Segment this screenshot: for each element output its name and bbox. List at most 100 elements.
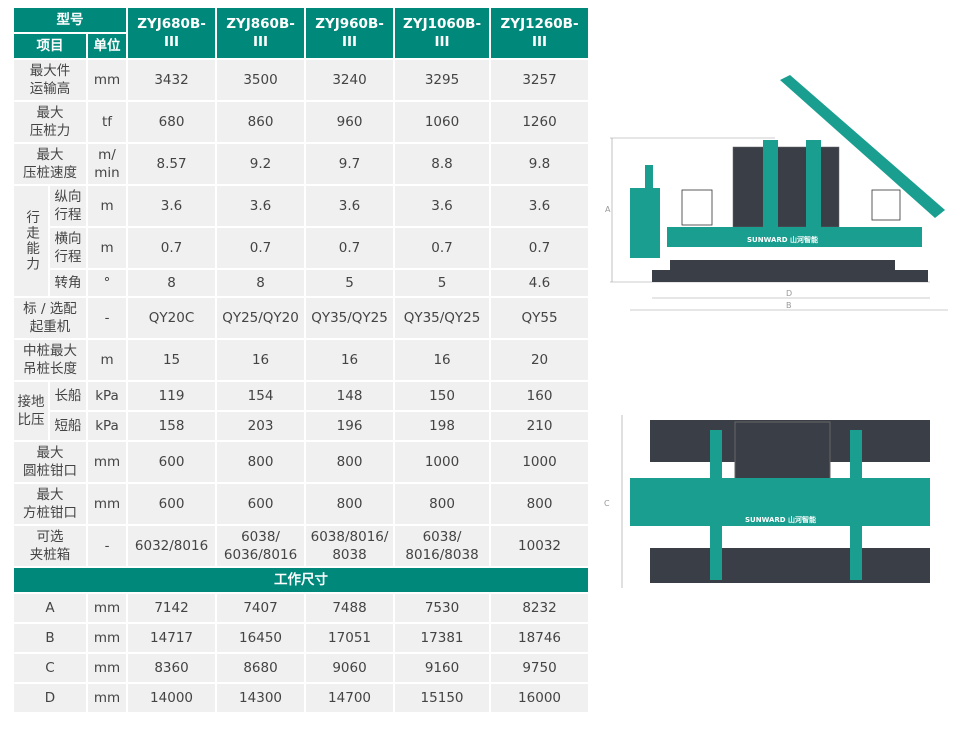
value-cell: 9160 <box>393 652 492 684</box>
value-cell: 600 <box>126 440 218 484</box>
value-cell: 8680 <box>215 652 307 684</box>
value-cell: QY25/QY20 <box>215 296 307 340</box>
row-label: 最大件 运输高 <box>12 58 88 102</box>
value-cell: 8.8 <box>393 142 492 186</box>
value-cell: 158 <box>126 410 218 442</box>
spec-table: 型号 ZYJ680B- III ZYJ860B- III ZYJ960B- II… <box>11 6 591 714</box>
value-cell: 8360 <box>126 652 218 684</box>
group-label: 接地 比压 <box>12 380 50 442</box>
model-label: 型号 <box>11 6 129 34</box>
table-row: 标 / 选配 起重机 - QY20C QY25/QY20 QY35/QY25 QY35/QY… <box>12 296 591 340</box>
value-cell: 1260 <box>489 100 591 144</box>
value-cell: 0.7 <box>215 226 307 270</box>
value-cell: 1000 <box>489 440 591 484</box>
unit-cell: mm <box>85 482 129 526</box>
row-label: 最大 方桩钳口 <box>12 482 88 526</box>
value-cell: 9750 <box>489 652 591 684</box>
value-cell: QY55 <box>489 296 591 340</box>
unit-cell: tf <box>85 100 129 144</box>
unit-cell: ° <box>85 268 129 298</box>
unit-cell: m <box>85 184 129 228</box>
value-cell: 3.6 <box>215 184 307 228</box>
value-cell: 16000 <box>489 682 591 714</box>
row-label: 最大 圆桩钳口 <box>12 440 88 484</box>
unit-cell: mm <box>85 652 129 684</box>
value-cell: 6038/8016/8038 <box>393 524 492 568</box>
sub-label: 长船 <box>48 380 88 412</box>
value-cell: 8232 <box>489 592 591 624</box>
table-row: 短船 kPa 158 203 196 198 210 <box>13 410 591 442</box>
value-cell: 196 <box>304 410 396 442</box>
value-cell: 14700 <box>304 682 396 714</box>
value-cell: 10032 <box>489 524 591 568</box>
item-label: 项目 <box>12 32 88 60</box>
value-cell: 15 <box>126 338 218 382</box>
unit-cell: - <box>85 296 129 340</box>
row-label: B <box>12 622 88 654</box>
row-label: 可选 夹桩箱 <box>12 524 88 568</box>
value-cell: 9.7 <box>304 142 396 186</box>
value-cell: 15150 <box>393 682 492 714</box>
table-row: 行走能力 纵向 行程 m 3.6 3.6 3.6 3.6 3.6 <box>12 184 591 298</box>
value-cell: 680 <box>126 100 218 144</box>
value-cell: QY35/QY25 <box>304 296 396 340</box>
value-cell: 16 <box>304 338 396 382</box>
value-cell: 800 <box>304 440 396 484</box>
unit-cell: m/min <box>85 142 129 186</box>
value-cell: 14300 <box>215 682 307 714</box>
group-label: 行走能力 <box>12 184 50 298</box>
value-cell: 3240 <box>304 58 396 102</box>
brand-logo: SUNWARD 山河智能 <box>747 235 818 244</box>
value-cell: 7488 <box>304 592 396 624</box>
value-cell: 1060 <box>393 100 492 144</box>
unit-cell: mm <box>85 622 129 654</box>
row-label: C <box>12 652 88 684</box>
row-label: 最大 压桩力 <box>12 100 88 144</box>
section-title: 工作尺寸 <box>11 566 591 594</box>
dim-label-c: C <box>604 499 610 508</box>
unit-cell: - <box>85 524 129 568</box>
table-row: 最大 压桩速度 m/min 8.57 9.2 9.7 8.8 9.8 <box>12 142 591 186</box>
value-cell: 16 <box>215 338 307 382</box>
table-row: 可选 夹桩箱 -6032/8016 6038/6036/8016 6038/8016/8… <box>12 524 591 568</box>
sub-label: 短船 <box>48 410 88 442</box>
value-cell: 8 <box>126 268 218 298</box>
value-cell: 600 <box>126 482 218 526</box>
value-cell: 8.57 <box>126 142 218 186</box>
value-cell: 3257 <box>489 58 591 102</box>
value-cell: 0.7 <box>489 226 591 270</box>
table-row: 接地 比压 长船 kPa 119 154 148 150 160 <box>12 380 591 442</box>
value-cell: QY35/QY25 <box>393 296 492 340</box>
value-cell: 9.8 <box>489 142 591 186</box>
value-cell: 3295 <box>393 58 492 102</box>
value-cell: 800 <box>393 482 492 526</box>
value-cell: 14717 <box>126 622 218 654</box>
value-cell: 600 <box>215 482 307 526</box>
value-cell: 1000 <box>393 440 492 484</box>
unit-cell: mm <box>85 592 129 624</box>
model-header: ZYJ1060B- III <box>393 6 492 60</box>
value-cell: 960 <box>304 100 396 144</box>
value-cell: 16 <box>393 338 492 382</box>
value-cell: 0.7 <box>393 226 492 270</box>
row-label: 中桩最大 吊桩长度 <box>12 338 88 382</box>
unit-cell: mm <box>85 440 129 484</box>
value-cell: 16450 <box>215 622 307 654</box>
table-row: 最大 方桩钳口 mm 600 600 800 800 800 <box>12 482 591 526</box>
value-cell: 160 <box>489 380 591 412</box>
unit-cell: mm <box>85 58 129 102</box>
unit-cell: kPa <box>85 380 129 412</box>
value-cell: 800 <box>215 440 307 484</box>
value-cell: 7530 <box>393 592 492 624</box>
value-cell: 14000 <box>126 682 218 714</box>
dim-label-d: D <box>786 289 792 298</box>
row-label: 最大 压桩速度 <box>12 142 88 186</box>
value-cell: 5 <box>393 268 492 298</box>
value-cell: 7142 <box>126 592 218 624</box>
value-cell: 3432 <box>126 58 218 102</box>
value-cell: 8 <box>215 268 307 298</box>
model-header: ZYJ1260B- III <box>489 6 591 60</box>
